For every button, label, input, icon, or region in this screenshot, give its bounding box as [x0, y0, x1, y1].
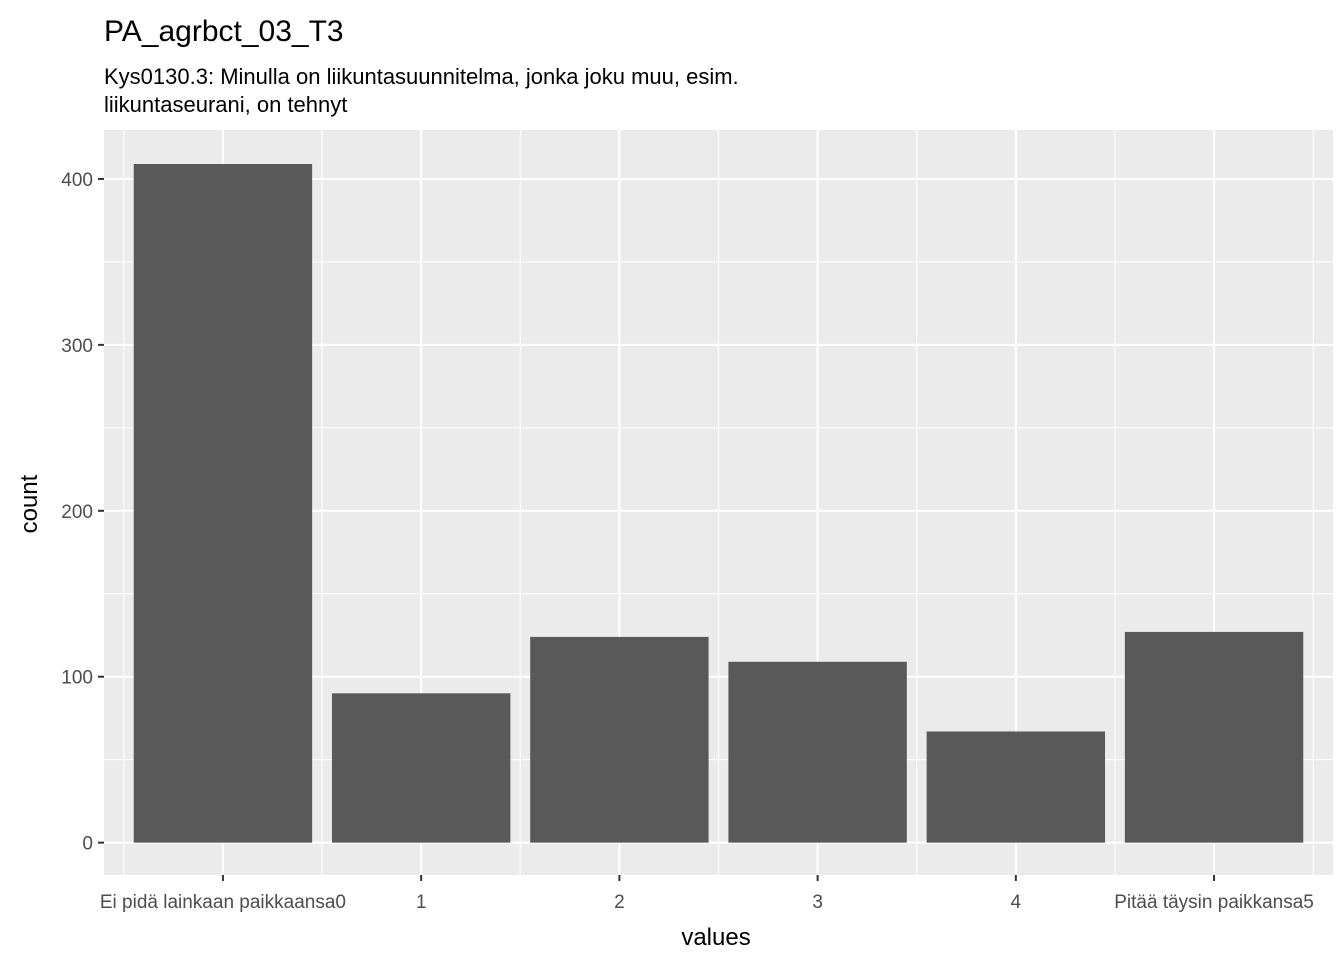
chart-title: PA_agrbct_03_T3: [104, 15, 344, 48]
y-tick-label: 0: [82, 834, 93, 855]
bar: [926, 731, 1106, 843]
y-tick-label: 400: [61, 170, 93, 191]
y-axis: 0 100 200 300 400: [61, 170, 104, 855]
bar: [530, 636, 709, 843]
x-tick-label: 3: [812, 892, 823, 913]
bars: [133, 164, 1304, 843]
x-axis-title: values: [681, 924, 750, 951]
bar: [1124, 631, 1304, 843]
bar: [133, 164, 313, 843]
x-tick-label: Ei pidä lainkaan paikkaansa0: [100, 892, 346, 913]
bar: [728, 661, 907, 843]
y-tick-label: 200: [61, 502, 93, 523]
x-axis: Ei pidä lainkaan paikkaansa0 1 2 3 4 Pitää tä…: [100, 875, 1314, 913]
x-tick-label: 4: [1011, 892, 1022, 913]
y-axis-title: count: [16, 474, 43, 533]
x-tick-label: 2: [614, 892, 625, 913]
chart-subtitle-line-2: liikuntaseurani, on tehnyt: [104, 92, 347, 117]
chart-subtitle-line-1: Kys0130.3: Minulla on liikuntasuunnitelm…: [104, 64, 739, 89]
bar: [331, 693, 511, 843]
x-tick-label: Pitää täysin paikkansa5: [1114, 892, 1314, 913]
y-tick-label: 100: [61, 668, 93, 689]
y-tick-label: 300: [61, 336, 93, 357]
x-tick-label: 1: [416, 892, 427, 913]
